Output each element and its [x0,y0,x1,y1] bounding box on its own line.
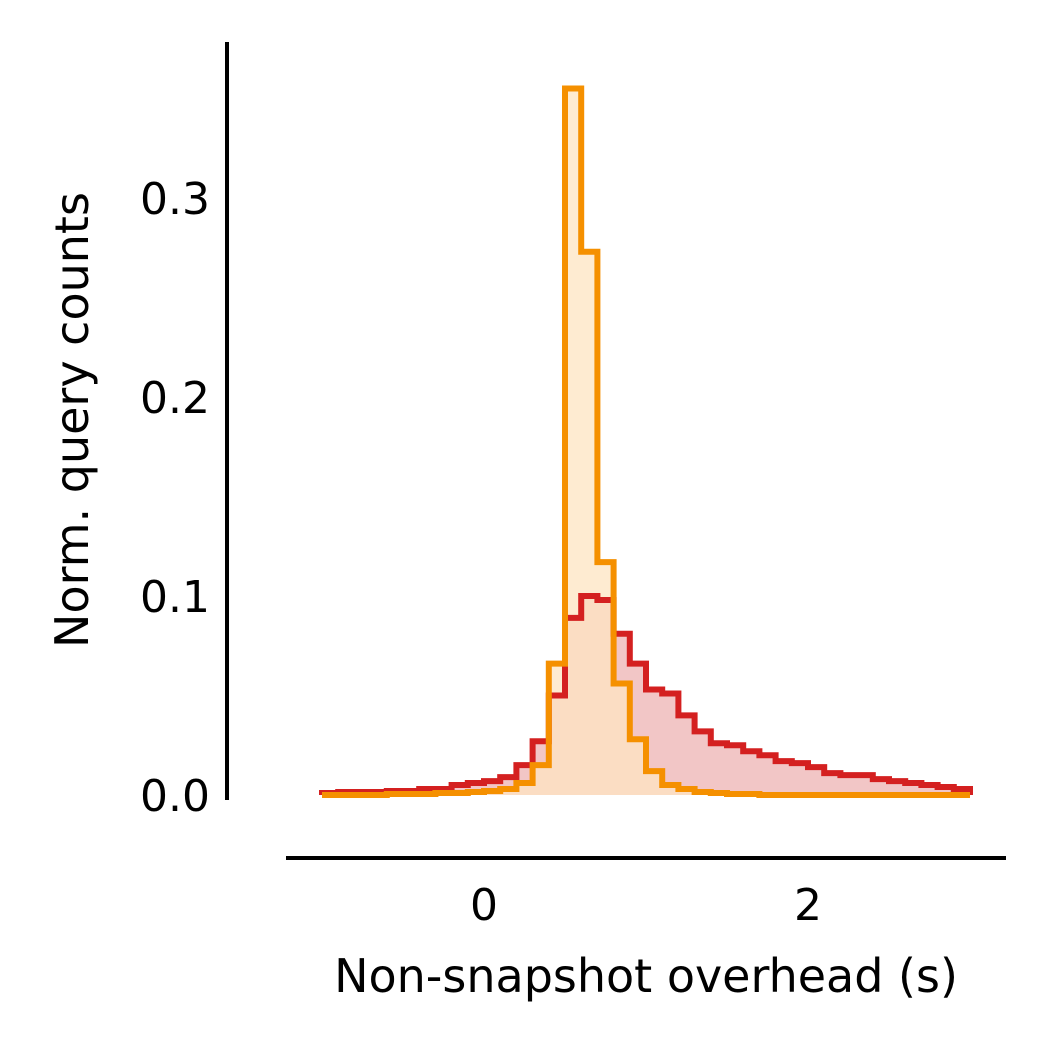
series-lines [319,85,973,798]
y-tick-label: 0.1 [140,572,210,623]
y-tick-labels: 0.0 0.1 0.2 0.3 [140,174,210,822]
y-tick-label: 0.2 [140,373,210,424]
y-tick-label: 0.3 [140,174,210,225]
series-1-line [322,85,970,798]
series-fills [322,88,970,796]
x-tick-label: 2 [794,880,822,931]
y-tick-label: 0.0 [140,771,210,822]
series-0-line [319,593,973,797]
x-tick-label: 0 [470,880,498,931]
series-0-area [322,596,970,795]
y-axis-label: Norm. query counts [45,192,99,648]
x-axis-label: Non-snapshot overhead (s) [334,949,958,1003]
